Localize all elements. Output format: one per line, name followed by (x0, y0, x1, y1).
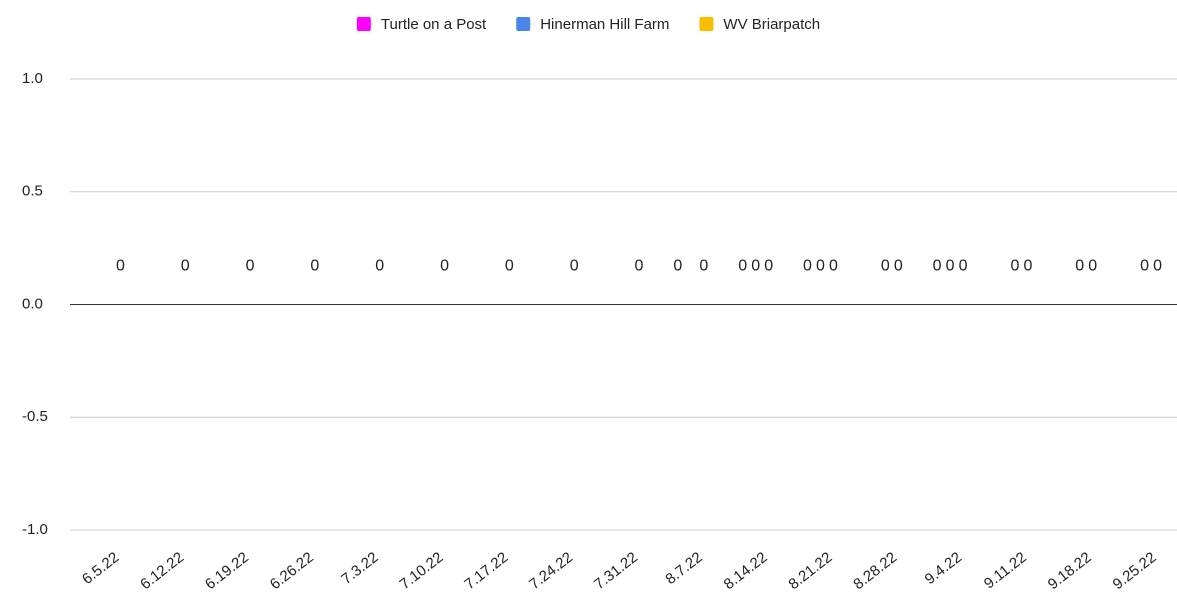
data-label: 0 (635, 258, 644, 275)
x-tick-label: 7.31.22 (591, 549, 641, 593)
x-tick-label: 8.7.22 (662, 549, 705, 588)
x-tick-label: 9.11.22 (981, 549, 1030, 593)
data-label: 0 (570, 258, 579, 275)
x-tick-label: 7.3.22 (338, 549, 381, 588)
data-label: 0 (440, 258, 449, 275)
x-tick-label: 9.18.22 (1045, 549, 1095, 593)
legend-swatch (356, 17, 371, 31)
data-label: 0 (803, 258, 812, 275)
y-tick-label: 0.0 (22, 295, 43, 312)
x-tick-label: 7.10.22 (397, 549, 447, 593)
data-label: 0 (1075, 258, 1084, 275)
data-label: 0 (246, 258, 255, 275)
data-label: 0 (310, 258, 319, 275)
data-label: 0 (116, 258, 125, 275)
data-label: 0 (764, 258, 773, 275)
x-tick-label: 9.25.22 (1110, 549, 1160, 593)
y-tick-label: 1.0 (22, 70, 43, 87)
data-label: 0 (699, 258, 708, 275)
data-label: 0 (751, 258, 760, 275)
y-tick-label: -1.0 (22, 521, 48, 538)
data-label: 0 (1140, 258, 1149, 275)
x-tick-label: 6.26.22 (267, 549, 317, 593)
data-label: 0 (1088, 258, 1097, 275)
legend-label: Turtle on a Post (381, 16, 487, 33)
x-tick-label: 7.24.22 (526, 549, 576, 593)
x-tick-label: 6.19.22 (202, 549, 252, 593)
data-label: 0 (829, 258, 838, 275)
legend: Turtle on a Post Hinerman Hill Farm WV Bri… (356, 16, 820, 33)
data-label: 0 (1010, 258, 1019, 275)
data-label: 0 (816, 258, 825, 275)
data-label: 0 (673, 258, 682, 275)
x-tick-label: 9.4.22 (922, 549, 965, 588)
legend-label: WV Briarpatch (723, 16, 820, 33)
data-label: 0 (375, 258, 384, 275)
data-label: 0 (959, 258, 968, 275)
data-label: 0 (946, 258, 955, 275)
data-label: 0 (1153, 258, 1162, 275)
y-tick-label: -0.5 (22, 408, 48, 425)
data-label: 0 (1023, 258, 1032, 275)
data-label: 0 (933, 258, 942, 275)
legend-swatch (516, 17, 531, 31)
x-tick-label: 6.12.22 (137, 549, 187, 593)
x-tick-label: 8.14.22 (721, 549, 771, 593)
y-tick-label: 0.5 (22, 183, 43, 200)
data-label: 0 (738, 258, 747, 275)
x-tick-label: 7.17.22 (461, 549, 511, 593)
data-label: 0 (181, 258, 190, 275)
legend-swatch (699, 17, 714, 31)
legend-label: Hinerman Hill Farm (540, 16, 669, 33)
x-tick-label: 8.21.22 (785, 549, 835, 593)
data-label: 0 (894, 258, 903, 275)
data-label: 0 (881, 258, 890, 275)
x-tick-label: 8.28.22 (850, 549, 900, 593)
data-label: 0 (505, 258, 514, 275)
x-tick-label: 6.5.22 (79, 549, 122, 588)
